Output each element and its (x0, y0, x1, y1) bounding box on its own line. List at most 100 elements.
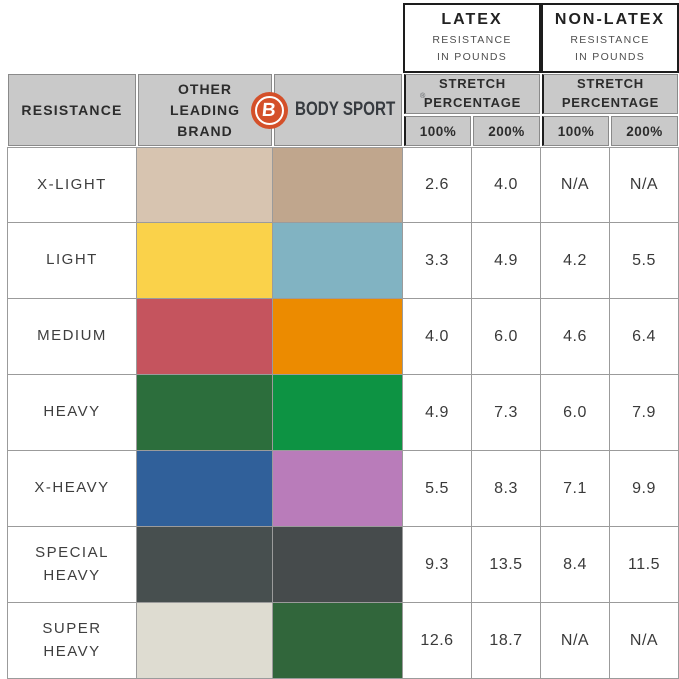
latex-200-value: 6.0 (494, 327, 518, 345)
latex-200-value: 8.3 (494, 479, 518, 497)
bodysport-header-cell: B BODY SPORT® (250, 74, 425, 146)
non-latex-100-value-cell: 6.0 (541, 375, 610, 451)
non-latex-100-value-cell: N/A (541, 603, 610, 679)
resistance-level-label: SUPER HEAVY (42, 620, 102, 660)
latex-100-value-cell: 12.6 (403, 603, 472, 679)
non-latex-200-value-cell: 5.5 (610, 223, 679, 299)
latex-100-header: 100% (419, 123, 457, 139)
table-row-label: X-HEAVY (7, 451, 137, 527)
bodysport-color-swatch (273, 375, 403, 451)
other-brand-color-swatch (137, 451, 273, 527)
latex-header-cell: LATEX RESISTANCE IN POUNDS (403, 3, 541, 73)
latex-200-value-cell: 4.0 (472, 147, 541, 223)
bodysport-color-swatch (273, 451, 403, 527)
bodysport-logo-letter: B (261, 99, 278, 121)
latex-200-value: 18.7 (489, 631, 523, 649)
latex-200-header-cell: 200% (473, 116, 540, 146)
non-latex-200-value: 9.9 (632, 479, 656, 497)
bodysport-color-swatch (273, 527, 403, 603)
latex-100-value-cell: 4.9 (403, 375, 472, 451)
registered-mark: ® (420, 93, 426, 100)
table-row-label: HEAVY (7, 375, 137, 451)
resistance-level-label: X-HEAVY (34, 479, 110, 497)
latex-stretch-header-cell: STRETCH PERCENTAGE (404, 74, 540, 114)
table-row-label: SUPER HEAVY (7, 603, 137, 679)
non-latex-title: NON-LATEX (554, 11, 666, 29)
table-row-label: MEDIUM (7, 299, 137, 375)
latex-200-value-cell: 7.3 (472, 375, 541, 451)
non-latex-100-header: 100% (557, 123, 595, 139)
table-row-label: LIGHT (7, 223, 137, 299)
non-latex-100-value-cell: 7.1 (541, 451, 610, 527)
non-latex-200-value-cell: N/A (610, 147, 679, 223)
non-latex-stretch-header-cell: STRETCH PERCENTAGE (542, 74, 678, 114)
non-latex-100-value: 4.2 (563, 251, 587, 269)
non-latex-header-cell: NON-LATEX RESISTANCE IN POUNDS (541, 3, 679, 73)
other-brand-color-swatch (137, 375, 273, 451)
latex-100-value-cell: 5.5 (403, 451, 472, 527)
bodysport-color-swatch (273, 147, 403, 223)
latex-subtitle: RESISTANCE IN POUNDS (432, 34, 512, 63)
resistance-header-label: RESISTANCE (21, 102, 123, 118)
non-latex-100-value: 8.4 (563, 555, 587, 573)
non-latex-100-value: N/A (560, 176, 590, 193)
non-latex-100-value-cell: N/A (541, 147, 610, 223)
other-brand-color-swatch (137, 299, 273, 375)
non-latex-100-value-cell: 4.2 (541, 223, 610, 299)
other-brand-color-swatch (137, 147, 273, 223)
latex-200-value-cell: 18.7 (472, 603, 541, 679)
resistance-level-label: X-LIGHT (37, 175, 107, 193)
other-brand-header-label: OTHER LEADING BRAND (170, 80, 240, 139)
non-latex-200-header-cell: 200% (611, 116, 678, 146)
non-latex-subtitle: RESISTANCE IN POUNDS (570, 34, 650, 63)
non-latex-200-value: 6.4 (632, 327, 656, 345)
bodysport-color-swatch (273, 299, 403, 375)
non-latex-stretch-label: STRETCH PERCENTAGE (561, 76, 660, 110)
latex-100-header-cell: 100% (404, 116, 471, 146)
non-latex-200-value-cell: 9.9 (610, 451, 679, 527)
other-brand-color-swatch (137, 527, 273, 603)
non-latex-200-value: 7.9 (632, 403, 656, 421)
latex-stretch-label: STRETCH PERCENTAGE (423, 76, 522, 110)
bodysport-logo-icon: B (250, 91, 288, 129)
latex-100-value: 5.5 (425, 479, 449, 497)
latex-100-value: 3.3 (425, 251, 449, 269)
resistance-level-label: LIGHT (46, 251, 98, 269)
non-latex-100-value-cell: 4.6 (541, 299, 610, 375)
latex-200-value-cell: 6.0 (472, 299, 541, 375)
non-latex-100-value: 4.6 (563, 327, 587, 345)
latex-100-value: 4.0 (425, 327, 449, 345)
non-latex-200-header: 200% (626, 123, 663, 139)
table-row-label: SPECIAL HEAVY (7, 527, 137, 603)
bodysport-brand-wordmark: BODY SPORT® (294, 93, 426, 120)
non-latex-200-value: N/A (629, 176, 659, 193)
latex-100-value-cell: 4.0 (403, 299, 472, 375)
latex-100-value: 4.9 (425, 403, 449, 421)
non-latex-200-value-cell: 7.9 (610, 375, 679, 451)
bodysport-color-swatch (273, 223, 403, 299)
non-latex-200-value-cell: N/A (610, 603, 679, 679)
other-brand-color-swatch (137, 223, 273, 299)
resistance-level-label: HEAVY (43, 403, 101, 421)
latex-200-header: 200% (488, 123, 525, 139)
latex-200-value: 4.9 (494, 251, 518, 269)
non-latex-100-value: 6.0 (563, 403, 587, 421)
latex-100-value-cell: 2.6 (403, 147, 472, 223)
bodysport-color-swatch (273, 603, 403, 679)
non-latex-100-value: N/A (560, 631, 590, 649)
non-latex-100-value-cell: 8.4 (541, 527, 610, 603)
latex-title: LATEX (441, 11, 503, 29)
latex-100-value: 9.3 (425, 555, 449, 573)
non-latex-200-value: N/A (629, 631, 659, 649)
non-latex-200-value: 11.5 (628, 555, 660, 573)
resistance-level-label: MEDIUM (37, 327, 107, 345)
latex-200-value: 7.3 (494, 403, 518, 421)
latex-200-value-cell: 8.3 (472, 451, 541, 527)
latex-100-value: 2.6 (425, 176, 449, 193)
comparison-table: LATEX RESISTANCE IN POUNDS NON-LATEX RES… (7, 3, 679, 679)
non-latex-100-header-cell: 100% (542, 116, 609, 146)
latex-200-value: 4.0 (494, 176, 518, 193)
latex-200-value-cell: 13.5 (472, 527, 541, 603)
non-latex-200-value-cell: 11.5 (610, 527, 679, 603)
